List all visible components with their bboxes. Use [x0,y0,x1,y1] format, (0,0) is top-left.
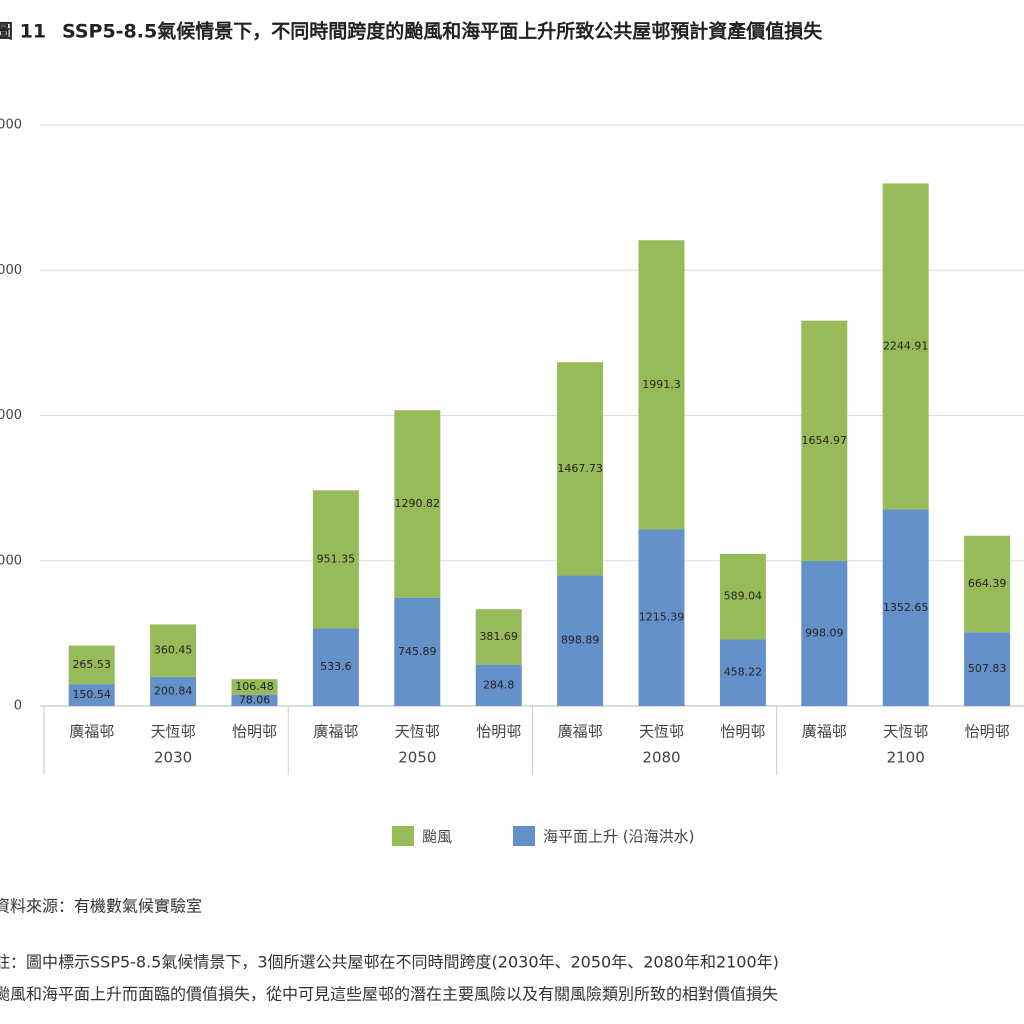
figure-label: 圖 11 [0,21,46,43]
data-label: 1654.97 [802,434,848,447]
bar-segment [150,676,197,706]
note-line: 颱風和海平面上升而面臨的價值損失，從中可見這些屋邨的潛在主要風險以及有關風險類別… [0,985,778,1004]
bar-segment [312,628,359,706]
bar-segment [231,679,278,695]
data-label: 1215.39 [639,611,685,624]
x-tick-label: 廣福邨 [558,723,603,741]
bar-segment [231,694,278,706]
y-tick-label: 1000 [0,553,22,568]
data-label: 458.22 [724,666,763,679]
y-tick-label: 4000 [0,118,22,133]
data-label: 1352.65 [883,601,929,614]
group-label: 2050 [398,749,436,767]
x-tick-label: 怡明邨 [476,723,521,741]
legend-swatch [392,826,414,846]
x-tick-label: 怡明邨 [720,723,765,741]
x-tick-label: 天恆邨 [883,723,928,741]
bar-segment [68,645,115,685]
legend-label: 海平面上升 (沿海洪水) [543,828,694,846]
data-label: 998.09 [805,627,844,640]
bar-segment [964,632,1011,706]
bar-segment [68,684,115,706]
bar-segment [882,509,929,706]
bar-segment [882,183,929,510]
data-label: 1290.82 [395,497,441,510]
bar-segment [719,639,766,706]
bar-segment [719,553,766,640]
bar-segment [312,490,359,629]
source: 資料來源：有機數氣候實驗室 [0,897,202,916]
bar-segment [557,575,604,706]
data-label: 898.89 [561,634,600,647]
data-label: 284.8 [483,678,515,691]
data-label: 200.84 [154,684,193,697]
group-label: 2080 [642,749,680,767]
bar-segment [475,609,522,665]
bar-segment [801,320,848,562]
x-tick-label: 廣福邨 [313,723,358,741]
data-label: 2244.91 [883,339,929,352]
data-label: 150.54 [72,688,111,701]
group-label: 2100 [887,749,925,767]
data-label: 78.06 [239,693,271,706]
data-label: 265.53 [72,658,111,671]
data-label: 664.39 [968,577,1007,590]
data-label: 381.69 [479,630,518,643]
bar-segment [394,597,441,706]
data-label: 589.04 [724,590,763,603]
legend-swatch [513,826,535,846]
data-label: 507.83 [968,662,1007,675]
data-label: 360.45 [154,644,193,657]
x-tick-label: 天恆邨 [151,723,196,741]
bar-segment [638,529,685,706]
chart-title: SSP5-8.5氣候情景下，不同時間跨度的颱風和海平面上升所致公共屋邨預計資產價… [62,20,823,43]
y-tick-label: 3000 [0,263,22,278]
data-label: 106.48 [235,680,274,693]
data-label: 745.89 [398,645,437,658]
bar-segment [964,535,1011,633]
bar-segment [557,362,604,576]
x-tick-label: 天恆邨 [395,723,440,741]
bar-segment [801,561,848,706]
data-label: 1467.73 [557,462,603,475]
bar-segment [638,240,685,530]
note-line: 註：圖中標示SSP5-8.5氣候情景下，3個所選公共屋邨在不同時間跨度(2030… [0,953,779,972]
x-tick-label: 怡明邨 [232,723,277,741]
data-label: 1991.3 [642,378,681,391]
x-tick-label: 怡明邨 [965,723,1010,741]
y-tick-label: 2000 [0,408,22,423]
data-label: 951.35 [317,552,356,565]
bar-segment [150,624,197,677]
x-tick-label: 廣福邨 [802,723,847,741]
data-label: 533.6 [320,660,352,673]
bar-segment [475,664,522,706]
x-tick-label: 廣福邨 [69,723,114,741]
x-tick-label: 天恆邨 [639,723,684,741]
group-label: 2030 [154,749,192,767]
y-tick-label: 0 [14,699,22,714]
bar-segment [394,410,441,598]
legend-label: 颱風 [422,828,452,846]
